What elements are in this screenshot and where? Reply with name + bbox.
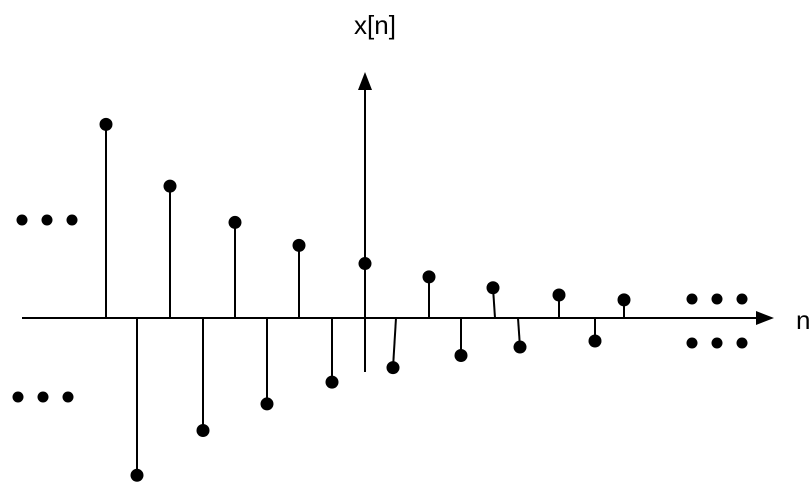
ellipsis-dot-lower-left: [62, 391, 74, 403]
stem-dot: [196, 424, 210, 438]
stem-dot: [386, 361, 400, 375]
ellipsis-dot-upper-left: [16, 214, 28, 226]
ellipsis-dot-lower-left: [12, 391, 24, 403]
stem-dot: [617, 293, 631, 307]
continuation-marks: [12, 214, 748, 403]
stem-dot: [292, 238, 306, 252]
ellipsis-dot-upper-left: [66, 214, 78, 226]
axes: [22, 72, 774, 372]
stem-dot: [260, 397, 274, 411]
ellipsis-dot-upper-right: [736, 293, 748, 305]
ellipsis-dot-upper-right: [711, 293, 723, 305]
stem-dot: [130, 468, 144, 482]
stem-dot: [454, 349, 468, 363]
stem-dot: [228, 215, 242, 229]
ellipsis-dot-lower-left: [37, 391, 49, 403]
stem-line: [392, 317, 397, 368]
ellipsis-dot-upper-left: [41, 214, 53, 226]
stem-dot: [99, 117, 113, 131]
stem-dot: [588, 334, 602, 348]
n-axis-arrowhead-icon: [756, 311, 774, 325]
y-axis-label: x[n]: [354, 10, 396, 40]
stem-samples: [99, 117, 631, 482]
stem-dot: [513, 340, 527, 354]
stem-dot: [163, 179, 177, 193]
stem-dot: [422, 270, 436, 284]
x-axis-label: n: [796, 305, 810, 335]
stem-dot: [325, 375, 339, 389]
stem-dot: [552, 288, 566, 302]
ellipsis-dot-lower-right: [736, 337, 748, 349]
stem-dot: [358, 257, 372, 271]
stem-dot: [486, 281, 500, 295]
x-axis-arrowhead-icon: [358, 72, 372, 90]
ellipsis-dot-upper-right: [686, 293, 698, 305]
ellipsis-dot-lower-right: [711, 337, 723, 349]
ellipsis-dot-lower-right: [686, 337, 698, 349]
